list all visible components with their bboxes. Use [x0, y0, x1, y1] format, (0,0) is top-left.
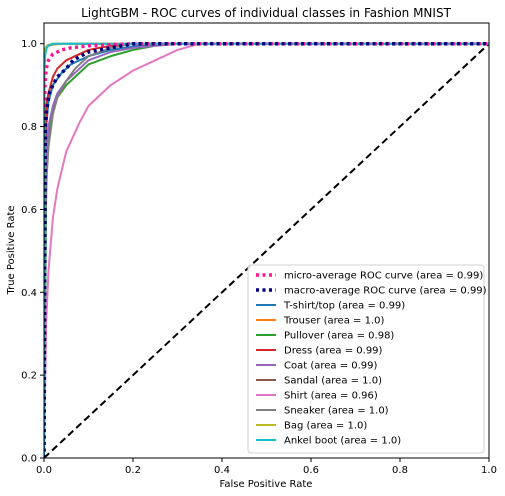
y-tick-label: 0.2: [21, 371, 37, 382]
legend-entry-label: Sandal (area = 1.0): [284, 376, 382, 387]
legend-entry-label: Trouser (area = 1.0): [283, 316, 384, 327]
legend-entry-label: Sneaker (area = 1.0): [284, 406, 389, 417]
x-axis-ticks: 0.0 0.2 0.4 0.6 0.8 1.0: [36, 458, 497, 476]
y-axis-label: True Positive Rate: [6, 205, 17, 295]
y-tick-label: 0.6: [21, 205, 37, 216]
y-tick-label: 1.0: [21, 39, 37, 50]
plot-lines: [44, 41, 489, 458]
legend-entry-label: Ankel boot (area = 1.0): [284, 436, 401, 447]
x-axis-label: False Positive Rate: [220, 479, 313, 490]
x-tick-label: 0.8: [392, 465, 408, 476]
legend-entry-label: macro-average ROC curve (area = 0.99): [284, 286, 487, 297]
x-tick-label: 0.6: [303, 465, 319, 476]
roc-curve-0: [44, 41, 489, 458]
roc-curve-1: [44, 41, 489, 458]
legend-entry-label: T-shirt/top (area = 0.99): [283, 301, 405, 312]
y-tick-label: 0.4: [21, 288, 37, 299]
legend-entry-label: Coat (area = 0.99): [284, 361, 378, 372]
legend: micro-average ROC curve (area = 0.99) mac…: [247, 264, 487, 454]
legend-entry-label: micro-average ROC curve (area = 0.99): [284, 271, 483, 282]
legend-entry-label: Dress (area = 0.99): [284, 346, 383, 357]
plot-area: [43, 22, 490, 459]
legend-entry-label: Shirt (area = 0.96): [284, 391, 378, 402]
x-tick-label: 0.4: [214, 465, 230, 476]
reference-diagonal-line: [44, 42, 489, 458]
y-axis-ticks: 0.0 0.2 0.4 0.6 0.8 1.0: [21, 39, 44, 465]
x-tick-label: 1.0: [481, 465, 497, 476]
legend-box: [247, 264, 485, 454]
y-tick-label: 0.0: [21, 454, 37, 465]
axes-frame: [43, 22, 490, 459]
legend-entry-label: Pullover (area = 0.98): [284, 331, 394, 342]
x-tick-label: 0.2: [125, 465, 141, 476]
chart-title: LightGBM - ROC curves of individual clas…: [81, 6, 451, 20]
x-tick-label: 0.0: [36, 465, 52, 476]
y-tick-label: 0.8: [21, 122, 37, 133]
legend-entry-label: Bag (area = 1.0): [284, 421, 367, 432]
